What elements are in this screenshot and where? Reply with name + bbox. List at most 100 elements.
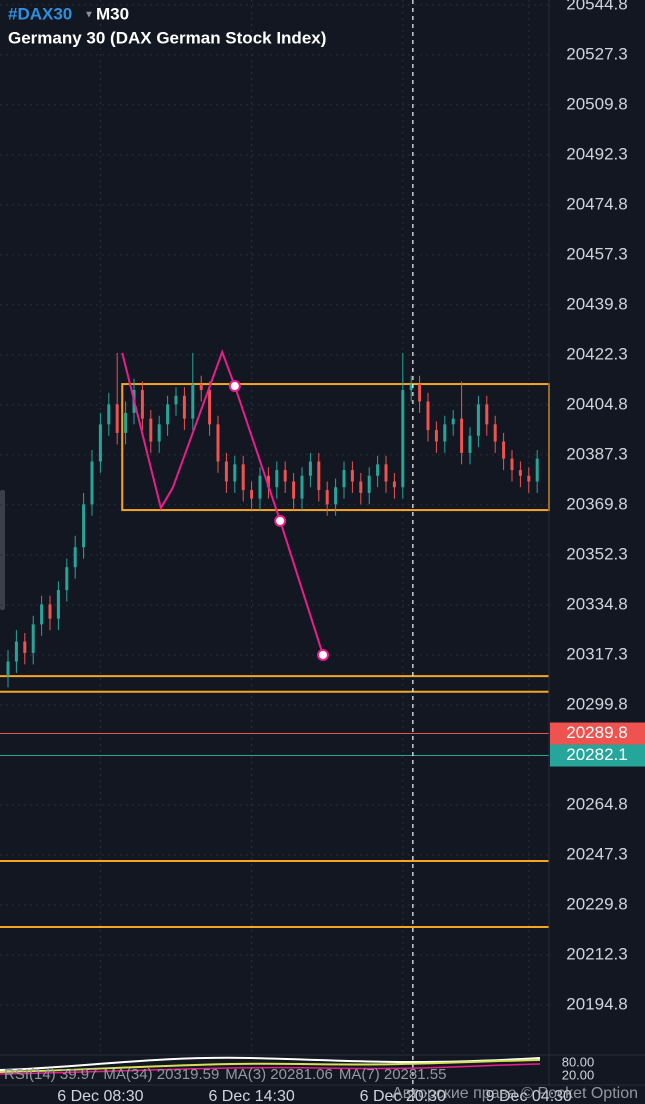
candle-body [384, 464, 388, 482]
indicator-value: MA(7) 20281.55 [339, 1066, 447, 1083]
y-tick-label: 20474.8 [566, 194, 627, 213]
y-tick-label: 20194.8 [566, 994, 627, 1013]
indicator-line [0, 1063, 541, 1075]
candle-body [476, 404, 480, 436]
candle-body [460, 418, 464, 453]
candle-body [266, 475, 270, 488]
indicator-tick: 20.00 [562, 1067, 595, 1082]
indicator-value: RSI(14) 39.97 [4, 1066, 97, 1083]
dropdown-arrow[interactable]: ▼ [84, 10, 94, 21]
candle-body [468, 435, 472, 453]
y-tick-label: 20457.3 [566, 244, 627, 263]
candle-body [392, 481, 396, 488]
y-tick-label: 20492.3 [566, 144, 627, 163]
candle-body [359, 481, 363, 493]
price-label: 20289.8 [566, 723, 627, 742]
candle-body [48, 604, 52, 619]
y-tick-label: 20229.8 [566, 894, 627, 913]
trendline-handle [228, 380, 241, 393]
candle-body [107, 404, 111, 425]
candle-body [409, 384, 413, 391]
indicator-value: MA(34) 20319.59 [103, 1066, 219, 1083]
candle-body [98, 424, 102, 462]
interval[interactable]: M30 [96, 4, 129, 23]
y-tick-label: 20404.8 [566, 394, 627, 413]
y-tick-label: 20422.3 [566, 344, 627, 363]
y-tick-label: 20264.8 [566, 794, 627, 813]
candle-body [224, 461, 228, 482]
indicator-value: MA(3) 20281.06 [225, 1066, 333, 1083]
candle-body [40, 604, 44, 625]
candle-body [149, 418, 153, 442]
watermark: Авторские права © Pocket Option [392, 1085, 638, 1102]
candle-body [233, 464, 237, 482]
candle-body [182, 395, 186, 419]
candle-body [527, 475, 531, 482]
plot-area [0, 0, 551, 1104]
x-tick-label: 9 Dec 04:30 [486, 1088, 572, 1104]
candle-body [56, 590, 60, 619]
y-tick-label: 20387.3 [566, 444, 627, 463]
y-tick-label: 20352.3 [566, 544, 627, 563]
candle-body [493, 424, 497, 442]
candle-body [342, 470, 346, 488]
candle-body [443, 424, 447, 442]
x-tick-label: 6 Dec 14:30 [208, 1088, 294, 1104]
candle-body [325, 490, 329, 505]
candle-body [241, 464, 245, 491]
candle-body [124, 412, 128, 433]
x-tick-label: 6 Dec 08:30 [57, 1088, 143, 1104]
candle-body [250, 490, 254, 499]
candle-body [350, 470, 354, 482]
y-tick-label: 20212.3 [566, 944, 627, 963]
candle-body [216, 424, 220, 462]
candle-body [31, 624, 35, 653]
candle-body [535, 458, 539, 482]
candle-body [292, 481, 296, 499]
indicator-line [0, 1056, 541, 1071]
candle-body [426, 401, 430, 431]
y-tick-label: 20544.8 [566, 0, 627, 13]
symbol[interactable]: #DAX30 [8, 4, 72, 23]
candle-body [434, 430, 438, 442]
candle-body [199, 384, 203, 391]
y-tick-label: 20247.3 [566, 844, 627, 863]
y-tick-label: 20527.3 [566, 44, 627, 63]
x-tick-label: 6 Dec 20:30 [360, 1088, 446, 1104]
candle-body [334, 487, 338, 505]
candle-body [157, 424, 161, 442]
candle-body [65, 567, 69, 591]
candle-body [140, 390, 144, 419]
candle-body [23, 641, 27, 653]
instrument-name: Germany 30 (DAX German Stock Index) [8, 28, 326, 47]
candle-body [418, 384, 422, 402]
y-tick-label: 20334.8 [566, 594, 627, 613]
price-label-box [550, 722, 645, 745]
candle-body [208, 390, 212, 425]
candle-body [451, 418, 455, 425]
candle-body [518, 470, 522, 476]
candle-body [283, 470, 287, 482]
candle-body [82, 504, 86, 548]
candle-body [485, 404, 489, 425]
candle-body [115, 404, 119, 433]
price-label: 20282.1 [566, 745, 627, 764]
candle-body [317, 461, 321, 491]
y-tick-label: 20317.3 [566, 644, 627, 663]
candle-body [401, 390, 405, 488]
side-tab[interactable] [0, 490, 5, 610]
candle-body [73, 547, 77, 568]
candle-body [14, 641, 18, 662]
y-tick-label: 20509.8 [566, 94, 627, 113]
candle-body [90, 461, 94, 505]
trendline-handle [274, 514, 287, 527]
candle-body [502, 441, 506, 459]
indicator-tick: 80.00 [562, 1054, 595, 1069]
candle-body [367, 475, 371, 493]
y-tick-label: 20369.8 [566, 494, 627, 513]
y-tick-label: 20299.8 [566, 694, 627, 713]
candle-body [300, 475, 304, 499]
trendline-handle [317, 648, 329, 661]
candle-body [376, 464, 380, 476]
